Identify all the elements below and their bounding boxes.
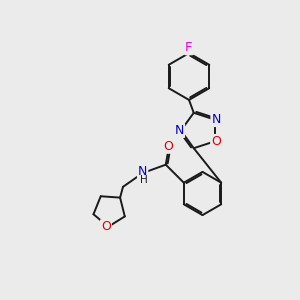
Text: O: O <box>164 140 174 153</box>
Text: N: N <box>175 124 184 137</box>
Text: F: F <box>185 41 193 54</box>
Text: O: O <box>101 220 111 233</box>
Text: N: N <box>212 113 221 126</box>
Text: H: H <box>140 175 148 185</box>
Text: N: N <box>138 165 147 178</box>
Text: O: O <box>211 135 221 148</box>
